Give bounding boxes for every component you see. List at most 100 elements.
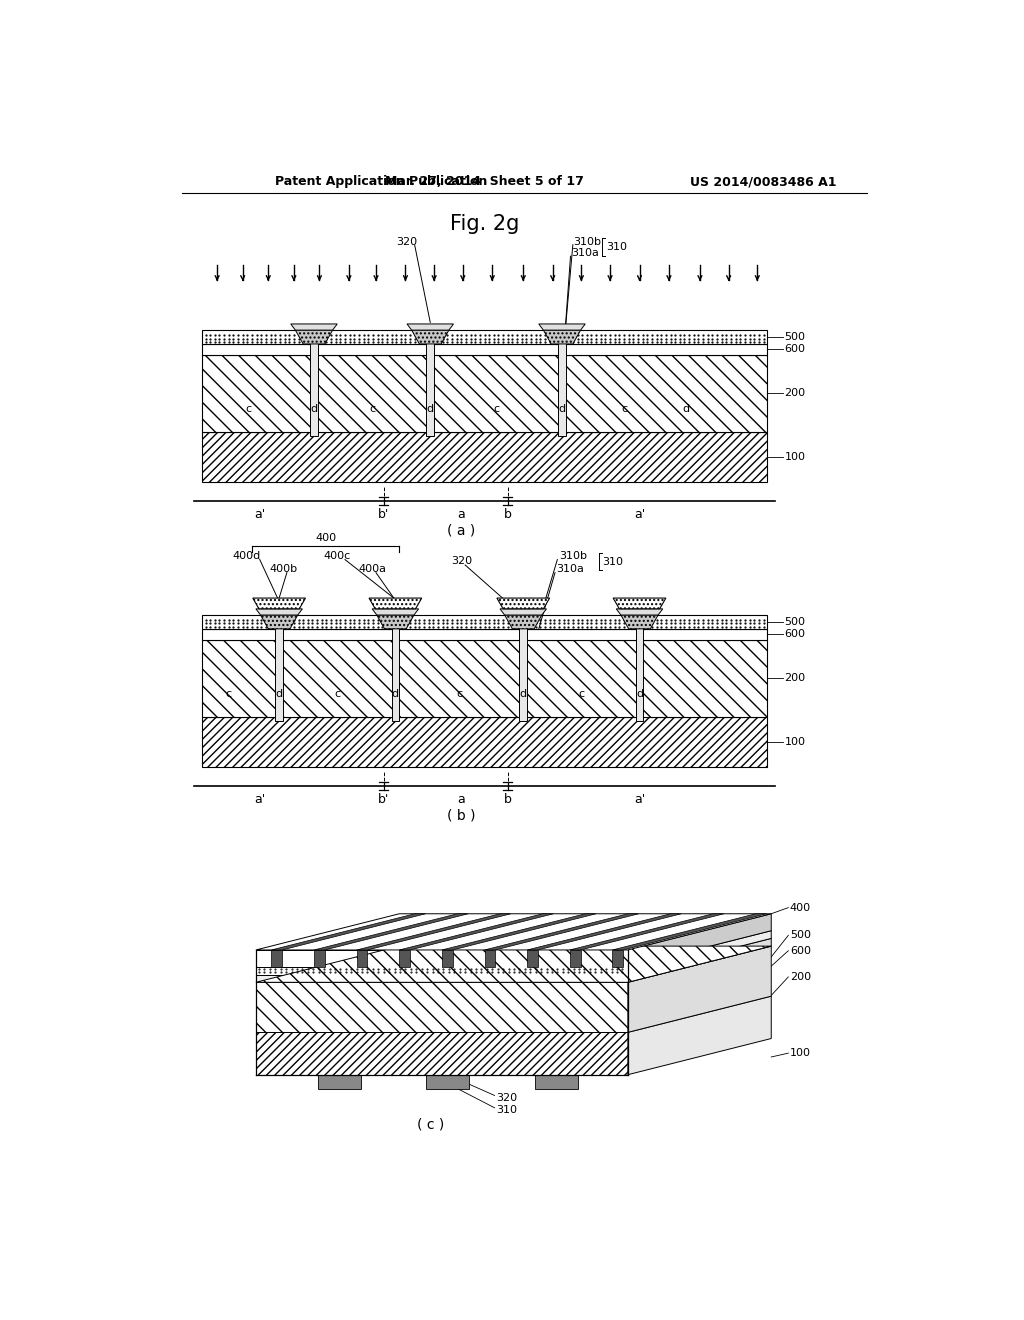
Bar xyxy=(256,982,628,1032)
Polygon shape xyxy=(628,913,771,966)
Text: 400: 400 xyxy=(315,533,336,543)
Polygon shape xyxy=(613,598,666,609)
Polygon shape xyxy=(539,323,586,330)
Text: 100: 100 xyxy=(784,453,806,462)
Text: d: d xyxy=(558,404,565,413)
Polygon shape xyxy=(356,913,511,950)
Text: 320: 320 xyxy=(496,1093,517,1102)
Text: 400c: 400c xyxy=(324,550,351,561)
Bar xyxy=(636,615,643,721)
Text: 320: 320 xyxy=(451,556,472,566)
Polygon shape xyxy=(256,946,771,982)
Text: ( b ): ( b ) xyxy=(447,808,475,822)
Text: 400a: 400a xyxy=(358,564,386,574)
Polygon shape xyxy=(497,598,550,609)
Bar xyxy=(399,950,410,966)
Bar xyxy=(271,950,283,966)
Polygon shape xyxy=(484,913,639,950)
Polygon shape xyxy=(399,913,554,950)
Text: 500: 500 xyxy=(784,616,806,627)
Bar xyxy=(535,1074,578,1089)
Polygon shape xyxy=(256,913,771,950)
Bar xyxy=(612,950,624,966)
Text: c: c xyxy=(457,689,463,698)
Bar xyxy=(202,640,767,717)
Text: Mar. 27, 2014  Sheet 5 of 17: Mar. 27, 2014 Sheet 5 of 17 xyxy=(385,176,584,187)
Polygon shape xyxy=(500,609,547,615)
Text: 500: 500 xyxy=(790,931,811,940)
Text: 310: 310 xyxy=(496,1105,517,1115)
Bar xyxy=(256,950,628,966)
Bar xyxy=(527,950,538,966)
Bar xyxy=(442,950,453,966)
Polygon shape xyxy=(377,615,414,628)
Bar xyxy=(202,355,767,432)
Text: Patent Application Publication: Patent Application Publication xyxy=(275,176,487,187)
Polygon shape xyxy=(621,615,658,628)
Text: d: d xyxy=(392,689,399,698)
Text: 400: 400 xyxy=(790,903,811,912)
Text: 310: 310 xyxy=(606,243,627,252)
Text: d: d xyxy=(520,689,526,698)
Polygon shape xyxy=(260,615,298,628)
Text: 600: 600 xyxy=(784,345,806,354)
Bar xyxy=(426,330,434,436)
Bar xyxy=(317,1074,360,1089)
Bar xyxy=(202,432,767,482)
Bar xyxy=(310,330,317,436)
Bar xyxy=(426,1074,469,1089)
Bar xyxy=(519,615,527,721)
Text: Fig. 2g: Fig. 2g xyxy=(450,214,519,234)
Polygon shape xyxy=(295,330,333,345)
Bar xyxy=(275,615,283,721)
Polygon shape xyxy=(628,931,771,974)
Text: 310b: 310b xyxy=(573,236,602,247)
Bar xyxy=(356,950,368,966)
Polygon shape xyxy=(628,939,771,982)
Bar xyxy=(569,950,581,966)
Text: 200: 200 xyxy=(784,673,806,684)
Text: 310a: 310a xyxy=(571,248,599,259)
Polygon shape xyxy=(369,598,422,609)
Polygon shape xyxy=(628,946,771,1032)
Polygon shape xyxy=(412,330,449,345)
Text: 310: 310 xyxy=(603,557,624,566)
Bar xyxy=(256,1032,628,1074)
Polygon shape xyxy=(253,598,305,609)
Polygon shape xyxy=(628,997,771,1074)
Text: d: d xyxy=(310,404,317,413)
Text: a': a' xyxy=(634,508,645,521)
Text: 600: 600 xyxy=(790,945,811,956)
Polygon shape xyxy=(372,609,419,615)
Bar xyxy=(256,966,628,974)
Text: a': a' xyxy=(254,508,265,521)
Text: c: c xyxy=(579,689,585,698)
Text: a: a xyxy=(458,508,465,521)
Bar xyxy=(391,615,399,721)
Text: c: c xyxy=(621,404,627,413)
Text: a': a' xyxy=(634,793,645,807)
Text: 400d: 400d xyxy=(232,550,261,561)
Text: 200: 200 xyxy=(790,972,811,982)
Polygon shape xyxy=(505,615,542,628)
Text: 600: 600 xyxy=(784,630,806,639)
Text: b: b xyxy=(504,793,512,807)
Text: 400b: 400b xyxy=(269,564,297,574)
Text: d: d xyxy=(275,689,283,698)
Polygon shape xyxy=(314,913,468,950)
Text: c: c xyxy=(245,404,251,413)
Polygon shape xyxy=(256,609,302,615)
Polygon shape xyxy=(527,913,681,950)
Polygon shape xyxy=(271,913,426,950)
Bar xyxy=(484,950,496,966)
Bar xyxy=(314,950,325,966)
Text: d: d xyxy=(636,689,643,698)
Text: c: c xyxy=(334,689,340,698)
Text: b': b' xyxy=(378,793,389,807)
Text: ( a ): ( a ) xyxy=(447,523,475,537)
Text: d: d xyxy=(427,404,434,413)
Polygon shape xyxy=(442,913,596,950)
Text: 500: 500 xyxy=(784,333,806,342)
Bar xyxy=(202,628,767,640)
Text: 310a: 310a xyxy=(557,564,585,574)
